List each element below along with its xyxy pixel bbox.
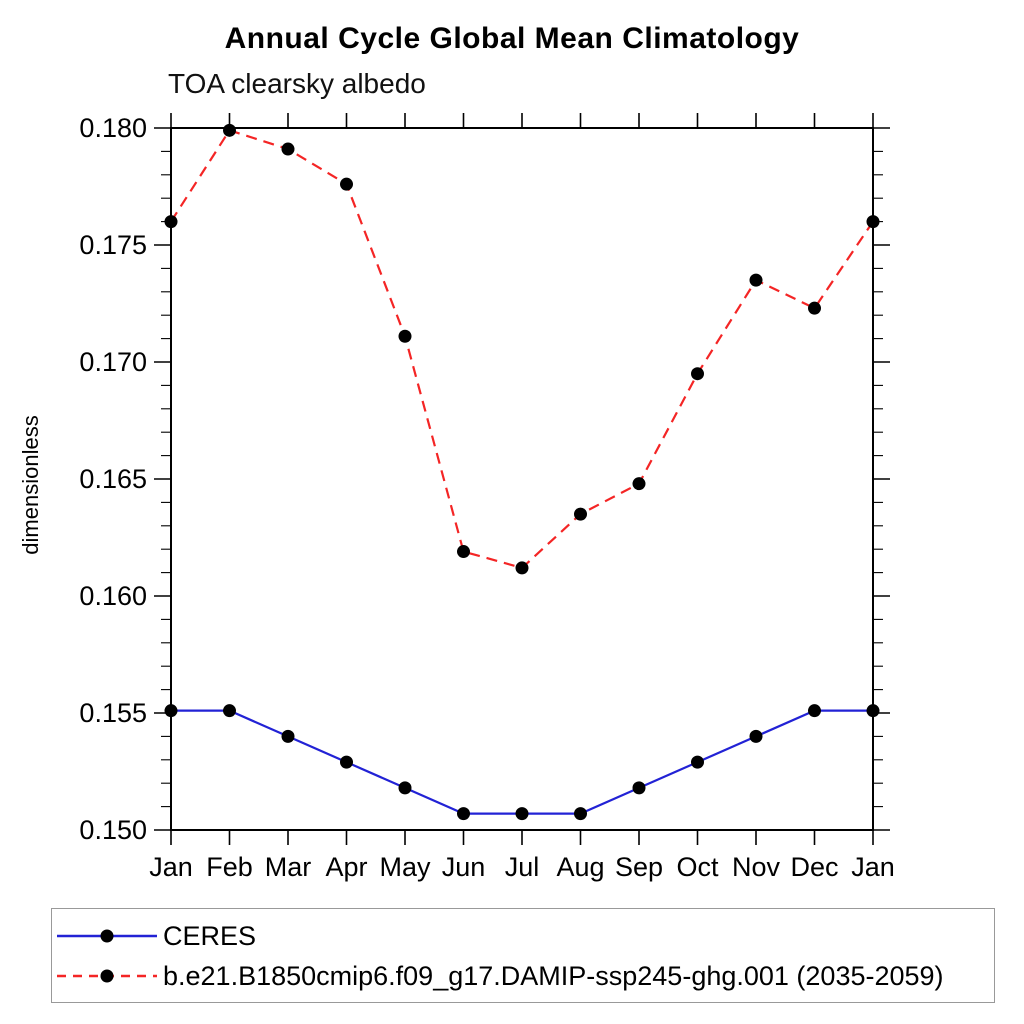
x-tick-label: Oct bbox=[676, 852, 719, 882]
legend-marker-dot-icon bbox=[100, 929, 114, 943]
x-tick-label: Jan bbox=[149, 852, 193, 882]
data-point-marker bbox=[808, 704, 821, 718]
x-tick-label: Sep bbox=[615, 852, 663, 882]
data-point-marker bbox=[866, 704, 880, 718]
x-tick-label: Apr bbox=[325, 852, 367, 882]
data-point-marker bbox=[632, 477, 646, 491]
data-point-marker bbox=[281, 729, 295, 743]
data-point-marker bbox=[691, 755, 704, 769]
data-point-marker bbox=[808, 301, 821, 315]
x-tick-label: Mar bbox=[265, 852, 312, 882]
data-point-marker bbox=[749, 729, 763, 743]
y-tick-label: 0.155 bbox=[79, 698, 147, 728]
series-line-0 bbox=[171, 709, 873, 815]
axis-ticks bbox=[154, 113, 890, 845]
plot-frame bbox=[170, 127, 874, 831]
data-point-marker bbox=[457, 807, 470, 821]
data-point-marker bbox=[749, 273, 763, 287]
y-tick-label: 0.160 bbox=[79, 581, 147, 611]
legend-label-model: b.e21.B1850cmip6.f09_g17.DAMIP-ssp245-gh… bbox=[163, 960, 944, 991]
axes-frame bbox=[170, 127, 874, 831]
data-point-marker bbox=[457, 545, 470, 559]
legend-line-sample-solid bbox=[57, 929, 157, 943]
x-tick-label: Jan bbox=[851, 852, 895, 882]
x-tick-label: Feb bbox=[206, 852, 253, 882]
y-tick-label: 0.170 bbox=[79, 347, 147, 377]
y-tick-label: 0.175 bbox=[79, 230, 147, 260]
y-tick-label: 0.180 bbox=[79, 113, 147, 143]
legend-marker-dot-icon bbox=[100, 969, 114, 983]
data-point-marker bbox=[223, 704, 236, 718]
data-point-marker bbox=[515, 561, 529, 575]
legend-box: CERES b.e21.B1850cmip6.f09_g17.DAMIP-ssp… bbox=[51, 908, 995, 1003]
axis-tick-labels: Jan Feb Mar Apr May Jun Jul Aug Sep Oct Nov Dec Jan0… bbox=[79, 113, 894, 882]
chart-subtitle: TOA clearsky albedo bbox=[168, 68, 426, 99]
x-tick-label: May bbox=[379, 852, 431, 882]
data-point-marker bbox=[574, 807, 587, 821]
y-tick-label: 0.165 bbox=[79, 464, 147, 494]
data-point-marker bbox=[281, 142, 295, 156]
data-point-marker bbox=[866, 215, 880, 229]
data-point-marker bbox=[515, 807, 529, 821]
x-tick-label: Nov bbox=[732, 852, 781, 882]
x-tick-label: Aug bbox=[556, 852, 604, 882]
x-tick-label: Jun bbox=[442, 852, 486, 882]
data-point-marker bbox=[223, 123, 236, 137]
data-series bbox=[164, 123, 880, 821]
y-tick-label: 0.150 bbox=[79, 815, 147, 845]
chart-title: Annual Cycle Global Mean Climatology bbox=[224, 22, 800, 55]
data-point-marker bbox=[164, 215, 178, 229]
x-tick-label: Jul bbox=[505, 852, 540, 882]
data-point-marker bbox=[398, 329, 412, 343]
series-line-1 bbox=[170, 129, 874, 570]
legend-entry-ceres: CERES bbox=[56, 916, 994, 956]
data-point-marker bbox=[632, 781, 646, 795]
data-point-marker bbox=[574, 507, 587, 521]
legend-line-sample-dashed bbox=[57, 969, 157, 983]
legend-label-ceres: CERES bbox=[163, 920, 257, 951]
plot-area: dimensionless Jan Feb Mar Apr May Jun Jul Aug Se… bbox=[18, 113, 895, 882]
data-point-marker bbox=[691, 367, 704, 381]
data-point-marker bbox=[340, 177, 353, 191]
data-point-marker bbox=[340, 755, 353, 769]
data-point-marker bbox=[164, 704, 178, 718]
legend-entry-model: b.e21.B1850cmip6.f09_g17.DAMIP-ssp245-gh… bbox=[56, 956, 994, 996]
data-point-marker bbox=[398, 781, 412, 795]
x-tick-label: Dec bbox=[790, 852, 838, 882]
y-axis-label: dimensionless bbox=[18, 415, 43, 554]
